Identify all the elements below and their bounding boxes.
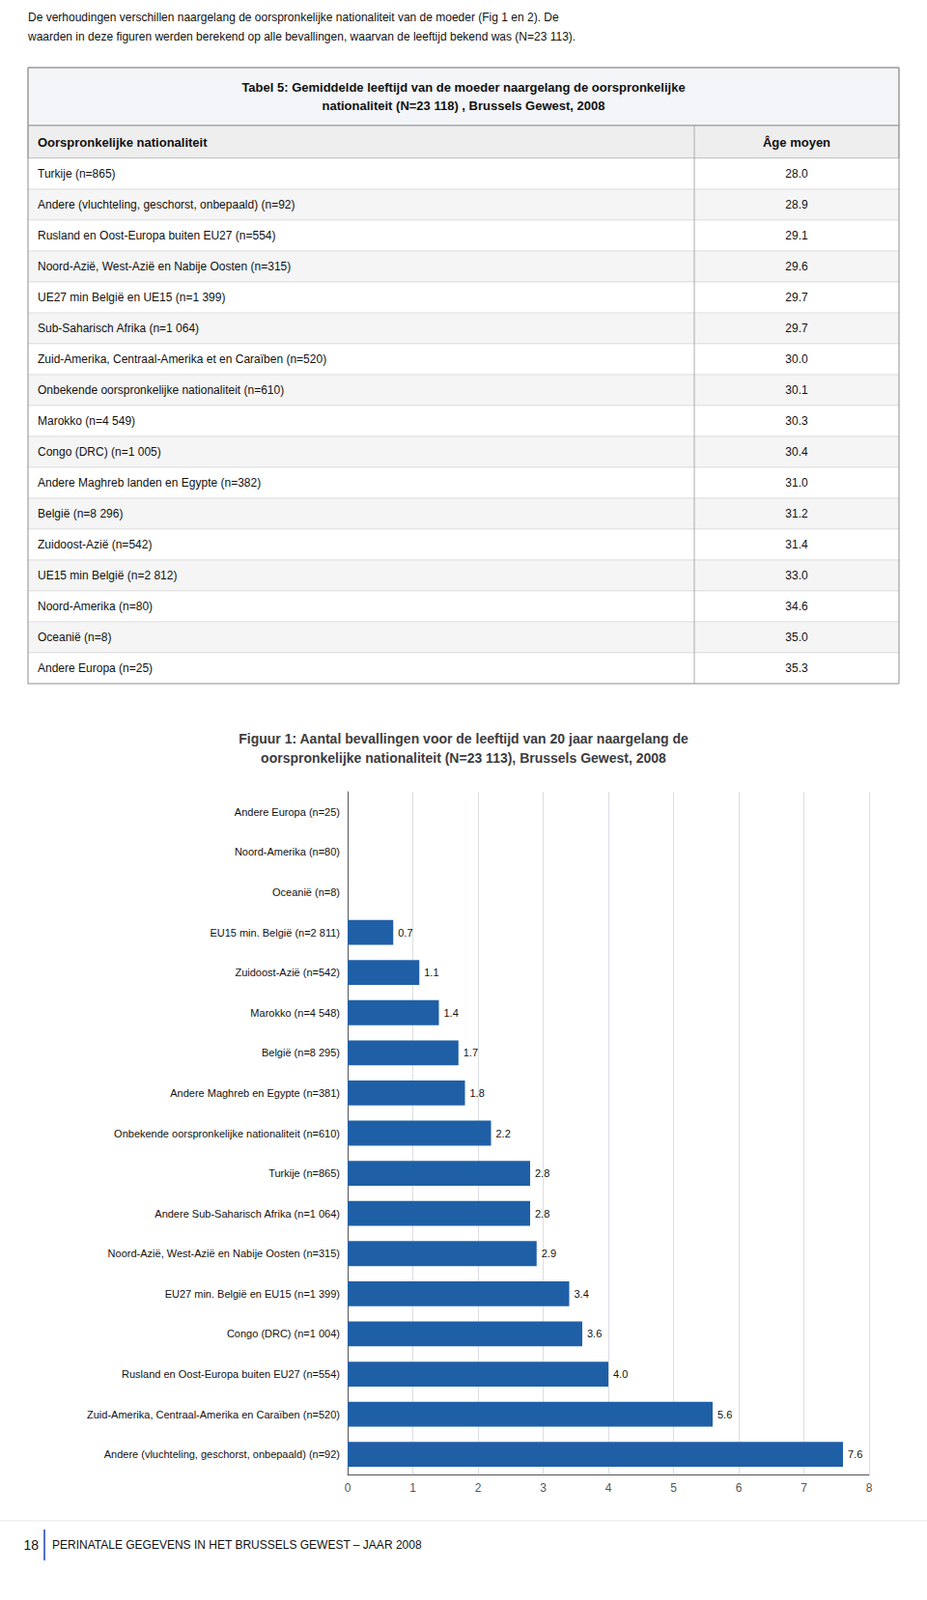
- svg-text:Zuidoost-Azië (n=542): Zuidoost-Azië (n=542): [37, 537, 152, 552]
- svg-text:33.0: 33.0: [785, 568, 809, 583]
- svg-text:oorspronkelijke nationaliteit: oorspronkelijke nationaliteit (N=23 113)…: [260, 750, 667, 766]
- svg-text:Turkije (n=865): Turkije (n=865): [268, 1167, 340, 1180]
- svg-text:2.2: 2.2: [496, 1127, 511, 1140]
- svg-text:Onbekende oorspronkelijke nati: Onbekende oorspronkelijke nationaliteit …: [113, 1127, 340, 1140]
- svg-text:Onbekende oorspronkelijke nati: Onbekende oorspronkelijke nationaliteit …: [37, 383, 284, 397]
- svg-text:Turkije (n=865): Turkije (n=865): [37, 167, 116, 181]
- svg-text:29.6: 29.6: [785, 259, 809, 274]
- svg-text:Sub-Saharisch Afrika (n=1 064): Sub-Saharisch Afrika (n=1 064): [37, 321, 199, 336]
- svg-text:Marokko (n=4 548): Marokko (n=4 548): [250, 1007, 340, 1019]
- svg-text:Zuidoost-Azië (n=542): Zuidoost-Azië (n=542): [234, 966, 340, 979]
- svg-text:Oorspronkelijke nationaliteit: Oorspronkelijke nationaliteit: [37, 135, 208, 150]
- svg-text:3.6: 3.6: [587, 1327, 602, 1340]
- svg-text:0: 0: [344, 1481, 352, 1495]
- svg-text:EU15 min. België (n=2 811): EU15 min. België (n=2 811): [209, 927, 340, 939]
- svg-text:1.1: 1.1: [423, 966, 439, 979]
- svg-text:Oceanië (n=8): Oceanië (n=8): [272, 886, 340, 899]
- svg-text:5.6: 5.6: [717, 1408, 732, 1421]
- svg-text:Oceanië (n=8): Oceanië (n=8): [37, 630, 112, 645]
- svg-text:30.0: 30.0: [785, 352, 809, 366]
- svg-text:28.0: 28.0: [785, 167, 809, 181]
- svg-text:Andere Maghreb landen en Egypt: Andere Maghreb landen en Egypte (n=382): [37, 476, 261, 490]
- svg-text:5: 5: [670, 1481, 677, 1495]
- svg-text:2.8: 2.8: [534, 1207, 550, 1220]
- svg-text:29.7: 29.7: [785, 321, 809, 336]
- svg-text:1: 1: [409, 1481, 417, 1495]
- svg-text:De verhoudingen verschillen na: De verhoudingen verschillen naargelang d…: [28, 10, 560, 25]
- svg-text:28.9: 28.9: [785, 197, 809, 212]
- svg-text:Tabel 5: Gemiddelde leeftijd v: Tabel 5: Gemiddelde leeftijd van de moed…: [241, 80, 685, 95]
- svg-text:3.4: 3.4: [574, 1288, 590, 1300]
- svg-text:Marokko (n=4 549): Marokko (n=4 549): [37, 414, 136, 428]
- svg-text:1.7: 1.7: [463, 1046, 478, 1059]
- svg-text:30.4: 30.4: [785, 445, 809, 459]
- svg-text:31.0: 31.0: [785, 476, 809, 490]
- svg-text:nationaliteit (N=23 118) , Bru: nationaliteit (N=23 118) , Brussels Gewe…: [322, 98, 606, 113]
- svg-text:1.8: 1.8: [470, 1087, 485, 1099]
- svg-text:35.0: 35.0: [785, 630, 809, 645]
- svg-text:7.6: 7.6: [847, 1448, 863, 1461]
- svg-text:Rusland en Oost-Europa buiten: Rusland en Oost-Europa buiten EU27 (n=55…: [37, 228, 277, 243]
- svg-text:Congo (DRC) (n=1 005): Congo (DRC) (n=1 005): [37, 445, 162, 459]
- svg-text:Noord-Amerika (n=80): Noord-Amerika (n=80): [234, 845, 340, 858]
- svg-text:29.7: 29.7: [785, 290, 809, 305]
- svg-text:1.4: 1.4: [444, 1007, 459, 1019]
- svg-text:Congo (DRC) (n=1 004): Congo (DRC) (n=1 004): [226, 1327, 340, 1340]
- svg-text:34.6: 34.6: [785, 599, 809, 614]
- svg-text:7: 7: [800, 1481, 808, 1495]
- svg-text:Andere Europa (n=25): Andere Europa (n=25): [37, 661, 153, 675]
- svg-text:Noord-Azië, West-Azië en Nabij: Noord-Azië, West-Azië en Nabije Oosten (…: [37, 259, 291, 274]
- svg-text:Andere Maghreb en Egypte (n=38: Andere Maghreb en Egypte (n=381): [169, 1087, 340, 1099]
- svg-text:Andere (vluchteling, geschorst: Andere (vluchteling, geschorst, onbepaal…: [37, 197, 296, 212]
- svg-text:4.0: 4.0: [613, 1368, 628, 1380]
- svg-text:Andere Europa (n=25): Andere Europa (n=25): [234, 806, 340, 818]
- svg-text:Zuid-Amerika, Centraal-Amerika: Zuid-Amerika, Centraal-Amerika et en Car…: [37, 352, 327, 366]
- svg-text:4: 4: [605, 1481, 613, 1495]
- svg-text:6: 6: [735, 1481, 743, 1495]
- svg-text:2.9: 2.9: [541, 1247, 557, 1260]
- svg-text:Andere Sub-Saharisch Afrika (n: Andere Sub-Saharisch Afrika (n=1 064): [154, 1207, 340, 1220]
- svg-text:UE15 min België (n=2 812): UE15 min België (n=2 812): [37, 568, 177, 583]
- svg-text:Andere (vluchteling, geschorst: Andere (vluchteling, geschorst, onbepaal…: [104, 1448, 340, 1461]
- svg-text:EU27 min. België en EU15 (n=1: EU27 min. België en EU15 (n=1 399): [165, 1288, 340, 1300]
- svg-text:29.1: 29.1: [785, 228, 809, 243]
- svg-text:Noord-Azië, West-Azië en Nabij: Noord-Azië, West-Azië en Nabije Oosten (…: [108, 1247, 340, 1260]
- svg-text:2.8: 2.8: [534, 1167, 550, 1180]
- svg-text:35.3: 35.3: [785, 661, 809, 675]
- svg-text:30.3: 30.3: [785, 414, 809, 428]
- svg-text:België (n=8 295): België (n=8 295): [261, 1046, 340, 1059]
- svg-text:Rusland en Oost-Europa buiten: Rusland en Oost-Europa buiten EU27 (n=55…: [121, 1368, 340, 1380]
- svg-text:8: 8: [866, 1481, 873, 1495]
- svg-text:30.1: 30.1: [785, 383, 809, 397]
- svg-text:UE27 min België en UE15 (n=1 3: UE27 min België en UE15 (n=1 399): [37, 290, 225, 305]
- svg-text:3: 3: [539, 1481, 547, 1495]
- svg-text:waarden in deze figuren werden: waarden in deze figuren werden berekend …: [27, 29, 576, 44]
- svg-text:Figuur 1: Aantal bevallingen v: Figuur 1: Aantal bevallingen voor de lee…: [238, 730, 689, 747]
- svg-text:Noord-Amerika (n=80): Noord-Amerika (n=80): [37, 599, 153, 614]
- svg-text:31.4: 31.4: [785, 537, 809, 552]
- svg-text:Zuid-Amerika, Centraal-Amerika: Zuid-Amerika, Centraal-Amerika en Caraïb…: [86, 1408, 340, 1421]
- svg-text:0.7: 0.7: [397, 927, 413, 939]
- svg-text:2: 2: [475, 1481, 482, 1495]
- svg-text:PERINATALE GEGEVENS IN HET BRU: PERINATALE GEGEVENS IN HET BRUSSELS GEWE…: [52, 1538, 422, 1552]
- svg-text:Âge moyen: Âge moyen: [762, 135, 831, 150]
- svg-text:België (n=8 296): België (n=8 296): [37, 506, 123, 521]
- svg-text:31.2: 31.2: [785, 506, 809, 521]
- svg-text:18: 18: [23, 1537, 39, 1553]
